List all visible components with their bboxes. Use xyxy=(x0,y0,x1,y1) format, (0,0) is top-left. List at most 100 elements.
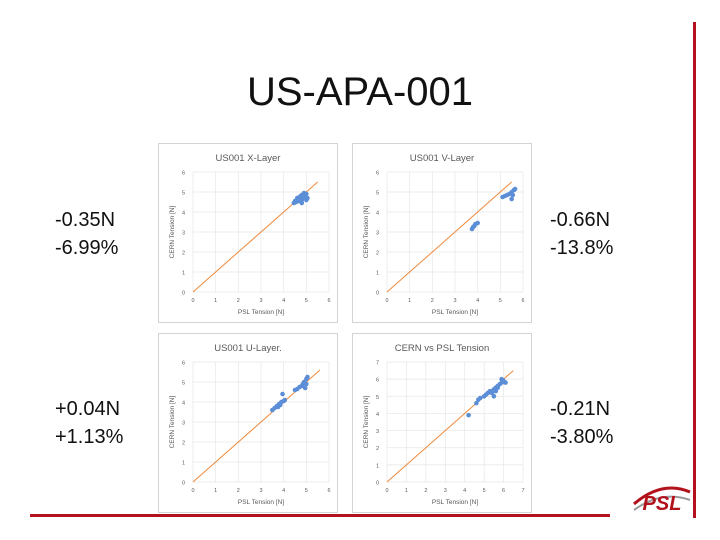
y-tick-label: 2 xyxy=(376,446,379,452)
y-tick-label: 1 xyxy=(182,461,185,467)
data-point xyxy=(509,196,514,202)
accent-horizontal-rule xyxy=(30,514,610,517)
y-tick-label: 6 xyxy=(182,171,185,177)
chart-title: US001 X-Layer xyxy=(216,153,281,164)
x-tick-label: 6 xyxy=(327,298,330,304)
x-tick-label: 3 xyxy=(453,298,456,304)
annotation-u-layer-offset: +0.04N xyxy=(55,398,121,420)
y-tick-label: 0 xyxy=(376,481,379,487)
chart-cern-vs-psl: CERN vs PSL Tension 0 1 2 3 4 5 6 7 0 1 2 3 4 5 6 7 PSL T… xyxy=(363,343,525,506)
y-tick-label: 4 xyxy=(376,211,379,217)
chart-title: CERN vs PSL Tension xyxy=(395,343,490,354)
chart-panel-cern-vs-psl: CERN vs PSL Tension 0 1 2 3 4 5 6 7 0 1 2 3 4 5 6 7 PSL T… xyxy=(352,333,532,513)
annotation-v-layer-offset: -0.66N xyxy=(550,209,611,231)
y-axis-label: CERN Tension [N] xyxy=(169,395,176,448)
chart-x-layer: US001 X-Layer 0 1 2 3 4 5 6 0 1 2 3 4 5 6 PSL Tension [… xyxy=(169,153,331,316)
x-tick-label: 4 xyxy=(463,488,466,494)
x-tick-label: 6 xyxy=(502,488,505,494)
y-tick-label: 3 xyxy=(182,421,185,427)
annotation-x-layer: -0.35N -6.99% xyxy=(55,206,118,262)
x-tick-label: 2 xyxy=(237,488,240,494)
y-tick-label: 4 xyxy=(376,412,379,418)
y-tick-label: 0 xyxy=(182,481,185,487)
annotation-x-layer-offset: -0.35N xyxy=(55,209,116,231)
x-tick-label: 5 xyxy=(499,298,502,304)
annotation-u-layer: +0.04N +1.13% xyxy=(55,395,123,451)
x-tick-label: 1 xyxy=(214,488,217,494)
data-point xyxy=(282,397,288,403)
x-tick-label: 1 xyxy=(214,298,217,304)
data-point xyxy=(493,388,499,394)
chart-panel-x-layer: US001 X-Layer 0 1 2 3 4 5 6 0 1 2 3 4 5 6 PSL Tension [… xyxy=(158,143,338,323)
chart-panel-u-layer: US001 U-Layer. 0 1 2 3 4 5 6 0 1 2 3 4 5 6 PSL Tension … xyxy=(158,333,338,513)
x-tick-label: 4 xyxy=(476,298,479,304)
x-tick-label: 1 xyxy=(405,488,408,494)
y-tick-label: 5 xyxy=(376,395,379,401)
x-tick-label: 0 xyxy=(191,298,194,304)
annotation-all: -0.21N -3.80% xyxy=(550,395,613,451)
slide-title: US-APA-001 xyxy=(246,70,473,114)
x-axis-label: PSL Tension [N] xyxy=(238,499,284,506)
annotation-u-layer-percent: +1.13% xyxy=(55,426,124,448)
data-point xyxy=(305,374,310,380)
data-point xyxy=(477,395,483,401)
y-tick-label: 6 xyxy=(182,361,185,367)
y-tick-label: 5 xyxy=(376,191,379,197)
data-point xyxy=(474,400,479,406)
y-tick-label: 1 xyxy=(376,463,379,469)
y-tick-label: 2 xyxy=(376,251,379,257)
y-tick-label: 6 xyxy=(376,378,379,384)
y-tick-label: 1 xyxy=(376,271,379,277)
x-tick-label: 5 xyxy=(483,488,486,494)
reference-line xyxy=(386,181,512,293)
x-tick-label: 6 xyxy=(327,488,330,494)
annotation-v-layer-percent: -13.8% xyxy=(550,237,614,259)
annotation-x-layer-percent: -6.99% xyxy=(55,237,119,259)
chart-u-layer: US001 U-Layer. 0 1 2 3 4 5 6 0 1 2 3 4 5 6 PSL Tension … xyxy=(169,343,331,506)
y-tick-label: 3 xyxy=(376,231,379,237)
data-point xyxy=(466,412,471,418)
x-axis-label: PSL Tension [N] xyxy=(432,309,478,316)
data-point xyxy=(299,200,305,206)
y-tick-label: 3 xyxy=(376,429,379,435)
x-tick-label: 2 xyxy=(431,298,434,304)
x-tick-label: 2 xyxy=(424,488,427,494)
x-tick-label: 0 xyxy=(385,298,388,304)
data-point xyxy=(489,390,495,396)
y-axis-label: CERN Tension [N] xyxy=(363,205,370,258)
y-tick-label: 0 xyxy=(376,291,379,297)
annotation-all-percent: -3.80% xyxy=(550,426,614,448)
data-point xyxy=(503,380,508,385)
data-point xyxy=(512,186,518,192)
annotation-v-layer: -0.66N -13.8% xyxy=(550,206,613,262)
data-point xyxy=(495,385,501,391)
y-tick-label: 4 xyxy=(182,211,185,217)
x-tick-label: 3 xyxy=(259,488,262,494)
x-tick-label: 1 xyxy=(408,298,411,304)
x-tick-label: 5 xyxy=(305,298,308,304)
data-point xyxy=(280,391,285,397)
x-tick-label: 4 xyxy=(282,488,285,494)
y-tick-label: 0 xyxy=(182,291,185,297)
chart-title: US001 V-Layer xyxy=(410,153,474,164)
x-tick-label: 2 xyxy=(237,298,240,304)
y-tick-label: 1 xyxy=(182,271,185,277)
data-point xyxy=(305,195,310,201)
x-axis-label: PSL Tension [N] xyxy=(238,309,284,316)
x-tick-label: 7 xyxy=(521,488,524,494)
x-tick-label: 6 xyxy=(521,298,524,304)
y-axis-label: CERN Tension [N] xyxy=(363,395,370,448)
data-point xyxy=(491,393,497,399)
y-tick-label: 4 xyxy=(182,401,185,407)
accent-vertical-rule xyxy=(693,22,696,518)
y-tick-label: 3 xyxy=(182,231,185,237)
data-point xyxy=(302,385,308,391)
psl-logo: PSL xyxy=(633,486,691,515)
chart-title: US001 U-Layer. xyxy=(214,343,282,354)
y-tick-label: 5 xyxy=(182,191,185,197)
data-point xyxy=(304,381,309,387)
y-tick-label: 2 xyxy=(182,441,185,447)
y-tick-label: 2 xyxy=(182,251,185,257)
x-tick-label: 0 xyxy=(385,488,388,494)
x-tick-label: 3 xyxy=(444,488,447,494)
